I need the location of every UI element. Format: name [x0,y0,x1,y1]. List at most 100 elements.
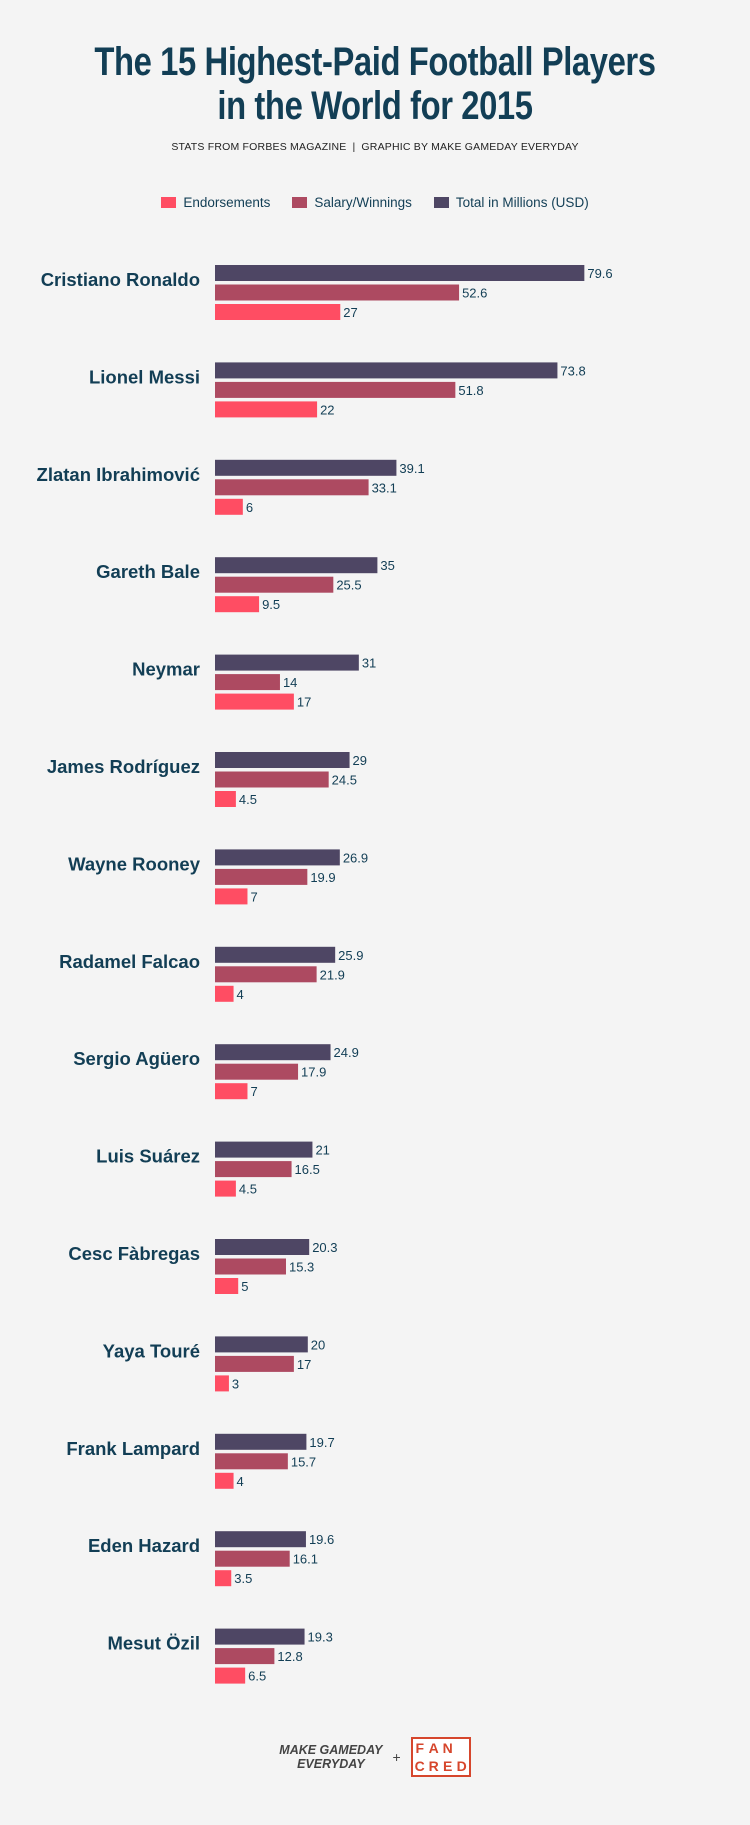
bar [215,1063,299,1080]
bar [215,1044,331,1061]
data-label: 27 [343,305,357,320]
category-label: Zlatan Ibrahimović [37,464,200,485]
data-label: 4.5 [239,1182,257,1197]
category-label: Gareth Bale [96,561,200,582]
bar [215,1355,294,1372]
bar [215,674,280,691]
bar [215,771,329,788]
data-label: 16.5 [295,1162,320,1177]
data-label: 20 [311,1337,325,1352]
data-label: 4 [237,1474,244,1489]
data-label: 19.6 [309,1532,334,1547]
bar [215,791,236,807]
data-label: 73.8 [560,363,585,378]
bar [215,498,243,515]
bar [215,1278,239,1294]
data-label: 21 [315,1143,329,1158]
chart-title: The 15 Highest-Paid Football Players in … [68,40,683,128]
bar [215,362,558,379]
bar [215,479,369,496]
legend-item-0: Endorsements [161,195,270,210]
bar [215,1258,286,1275]
fancred-letter: N [442,1740,453,1756]
bar [215,1648,275,1665]
category-label: Yaya Touré [103,1340,200,1361]
data-label: 17 [297,1357,311,1372]
bar [215,1375,229,1392]
data-label: 14 [283,675,297,690]
fancred-letter: D [456,1758,467,1774]
legend-label: Salary/Winnings [314,195,412,210]
brand-logo-make-gameday-everyday: MAKE GAMEDAY EVERYDAY [279,1743,382,1771]
subtitle-credit: GRAPHIC BY MAKE GAMEDAY EVERYDAY [361,141,579,153]
legend-swatch [161,197,177,208]
data-label: 7 [250,889,257,904]
data-label: 29 [353,753,367,768]
data-label: 79.6 [587,266,612,281]
bar [215,1239,310,1255]
legend-swatch [292,197,308,208]
fancred-letter: F [415,1740,424,1756]
bar [215,868,308,885]
bar [215,459,397,476]
data-label: 6.5 [248,1669,266,1684]
bar [215,1453,288,1470]
data-label: 21.9 [320,967,345,982]
bar [215,265,585,281]
bar [215,1667,246,1684]
footer-plus: + [392,1749,401,1765]
data-label: 9.5 [262,597,280,612]
category-label: Mesut Özil [107,1633,200,1654]
data-label: 25.9 [338,948,363,963]
bar [215,576,334,593]
bar [215,557,378,574]
bar [215,1180,236,1197]
bar [215,1433,307,1450]
bar [215,849,340,866]
data-label: 19.3 [308,1630,333,1645]
subtitle-separator: | [352,141,356,153]
data-label: 6 [246,500,253,515]
data-label: 16.1 [293,1552,318,1567]
data-label: 19.9 [310,870,335,885]
bar [215,304,341,320]
fancred-letter: A [428,1740,439,1756]
bar [215,284,460,301]
data-label: 5 [241,1279,248,1294]
brand-line-1: MAKE GAMEDAY [279,1743,383,1757]
bar [215,752,350,768]
bar [215,1083,248,1100]
chart-subtitle: STATS FROM FORBES MAGAZINE | GRAPHIC BY MA… [0,141,750,153]
data-label: 17.9 [301,1065,326,1080]
data-label: 33.1 [372,480,397,495]
bar [215,1161,292,1178]
fancred-letter: R [428,1758,439,1774]
data-label: 31 [362,656,376,671]
data-label: 25.5 [336,578,361,593]
data-label: 24.9 [334,1045,359,1060]
bar [215,401,318,418]
data-label: 17 [297,695,311,710]
data-label: 51.8 [458,383,483,398]
brand-line-2: EVERYDAY [297,1757,365,1771]
data-label: 52.6 [462,286,487,301]
bar [215,1550,290,1567]
data-label: 19.7 [309,1435,334,1450]
category-label: Cesc Fàbregas [68,1243,200,1264]
fancred-letter [455,1739,469,1757]
legend-swatch [433,197,449,208]
data-label: 4 [237,987,244,1002]
legend-label: Total in Millions (USD) [455,195,589,210]
data-label: 20.3 [312,1240,337,1255]
category-label: James Rodríguez [47,756,200,777]
data-label: 24.5 [332,773,357,788]
category-label: Frank Lampard [66,1438,200,1459]
legend-item-1: Salary/Winnings [292,195,412,210]
bar [215,1628,305,1645]
data-label: 15.3 [289,1260,314,1275]
chart-legend: Endorsements Salary/Winnings Total in Mill… [0,195,750,210]
bar [215,1472,234,1489]
fancred-letter: E [443,1758,453,1774]
